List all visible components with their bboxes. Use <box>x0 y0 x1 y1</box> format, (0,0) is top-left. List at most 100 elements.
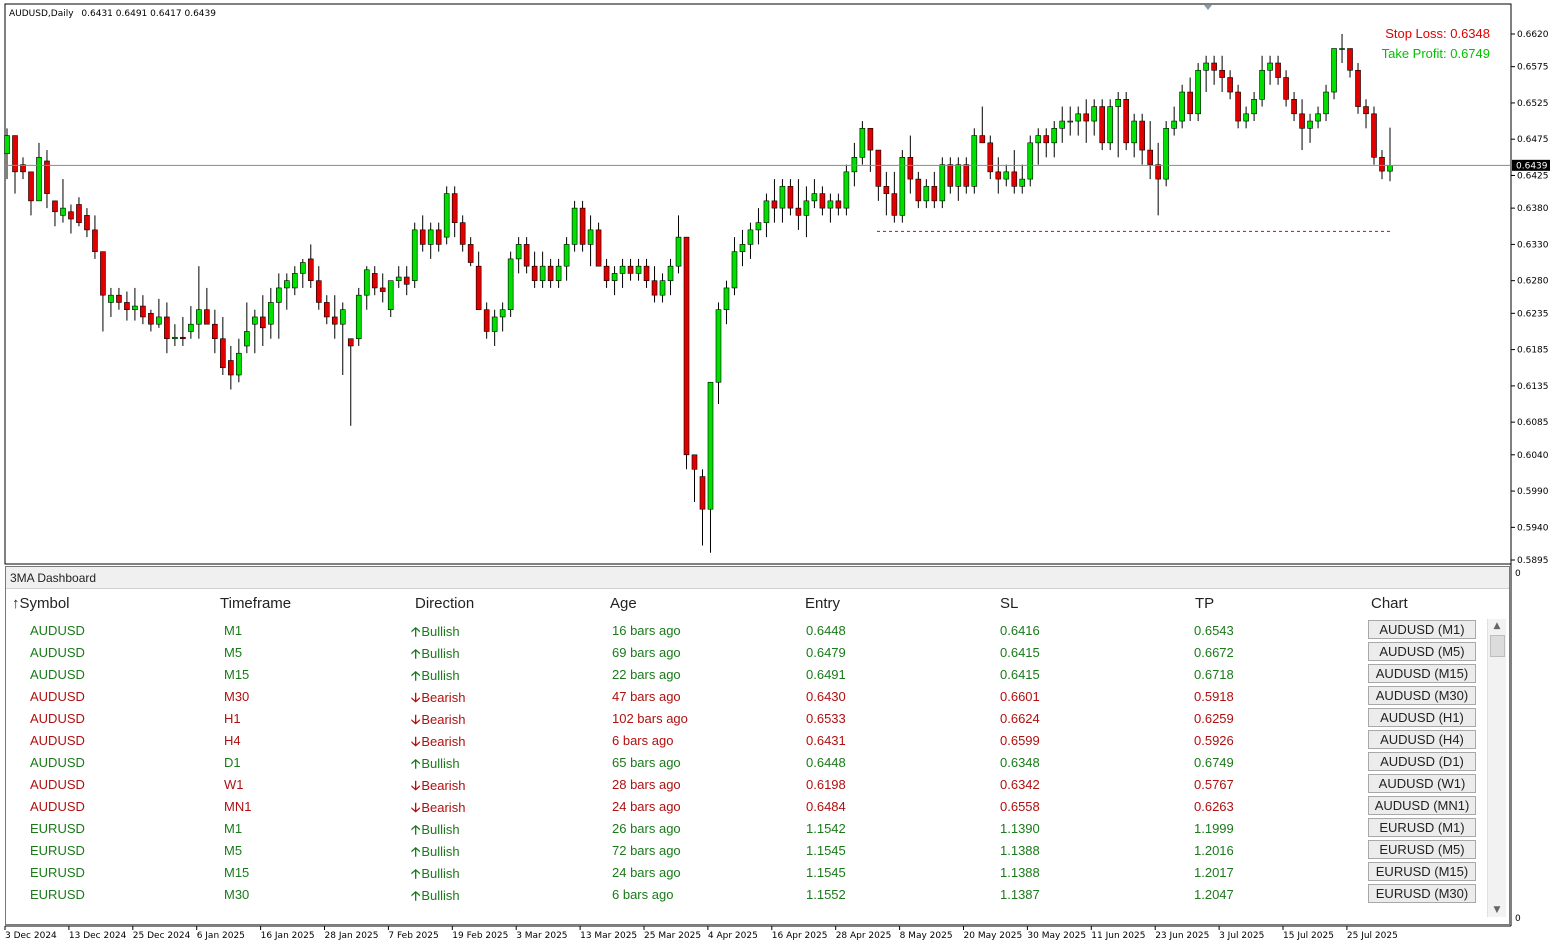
direction-label: Bullish <box>421 844 460 859</box>
symbol-cell: EURUSD <box>30 887 85 902</box>
candle-body <box>579 207 586 245</box>
candle-body <box>611 273 618 281</box>
candle-body <box>667 265 674 281</box>
candle-body <box>1243 113 1249 122</box>
candle-body <box>803 200 810 216</box>
candle-body <box>723 287 730 310</box>
candle-bullish <box>851 142 858 187</box>
time-tick-label: 19 Feb 2025 <box>452 931 508 941</box>
time-tick-label: 20 May 2025 <box>964 931 1023 941</box>
open-chart-button[interactable]: EURUSD (M30) <box>1368 884 1476 903</box>
candle-bullish <box>1171 106 1177 136</box>
candle-body <box>1379 157 1385 172</box>
table-row[interactable]: EURUSD M5 🡡Bullish 72 bars ago 1.1545 1.1388 1… <box>6 839 1486 861</box>
candle-bullish <box>563 237 570 281</box>
symbol-label: AUDUSD,Daily <box>9 9 74 19</box>
candle-body <box>947 164 954 187</box>
scroll-down-icon[interactable]: ▼ <box>1493 905 1501 915</box>
candle-bearish <box>883 171 890 216</box>
entry-cell: 1.1552 <box>806 887 846 902</box>
table-row[interactable]: AUDUSD M1 🡡Bullish 16 bars ago 0.6448 0.6416 0… <box>6 619 1486 641</box>
candle-body <box>811 193 818 202</box>
entry-cell: 1.1542 <box>806 821 846 836</box>
candle-bearish <box>891 171 898 223</box>
header-symbol[interactable]: ↑Symbol <box>12 595 70 612</box>
candle-bullish <box>1067 106 1074 136</box>
header-timeframe[interactable]: Timeframe <box>220 595 292 612</box>
open-chart-button[interactable]: EURUSD (M5) <box>1368 840 1476 859</box>
direction-cell: 🡣Bearish <box>411 777 465 799</box>
table-row[interactable]: AUDUSD D1 🡡Bullish 65 bars ago 0.6448 0.6348 0… <box>6 751 1486 773</box>
tp-cell: 1.2016 <box>1194 843 1234 858</box>
header-direction[interactable]: Direction <box>415 595 475 612</box>
table-row[interactable]: AUDUSD MN1 🡣Bearish 24 bars ago 0.6484 0.6558… <box>6 795 1486 817</box>
entry-cell: 0.6448 <box>806 623 846 638</box>
tp-cell: 0.5918 <box>1194 689 1234 704</box>
candle-body <box>283 280 290 289</box>
candle-bearish <box>204 287 210 325</box>
candle-body <box>755 222 762 231</box>
scroll-up-icon[interactable]: ▲ <box>1493 621 1501 631</box>
candle-bearish <box>683 236 690 470</box>
candle-bullish <box>707 381 714 553</box>
candle-body <box>180 336 186 340</box>
dashboard-scrollbar[interactable]: ▲ ▼ <box>1487 619 1506 917</box>
open-chart-button[interactable]: AUDUSD (M15) <box>1368 664 1476 683</box>
open-chart-button[interactable]: EURUSD (M1) <box>1368 818 1476 837</box>
header-sl[interactable]: SL <box>1000 595 1019 612</box>
candle-body <box>979 135 986 144</box>
candle-bullish <box>1131 113 1137 158</box>
candle-body <box>603 265 610 281</box>
candle-body <box>124 302 130 310</box>
time-tick-label: 15 Jul 2025 <box>1283 931 1334 941</box>
candle-body <box>1003 171 1010 180</box>
ma-dashboard-panel[interactable]: 3MA Dashboard ↑Symbol Timeframe Directio… <box>5 566 1510 925</box>
direction-cell: 🡡Bullish <box>411 667 460 689</box>
open-chart-button[interactable]: AUDUSD (W1) <box>1368 774 1476 793</box>
table-row[interactable]: EURUSD M30 🡡Bullish 6 bars ago 1.1552 1.1387 1… <box>6 883 1486 905</box>
header-chart[interactable]: Chart <box>1371 595 1408 612</box>
table-row[interactable]: AUDUSD M30 🡣Bearish 47 bars ago 0.6430 0.6601… <box>6 685 1486 707</box>
table-row[interactable]: AUDUSD H4 🡣Bearish 6 bars ago 0.6431 0.6599 0.… <box>6 729 1486 751</box>
candle-body <box>1051 128 1058 144</box>
table-row[interactable]: AUDUSD M5 🡡Bullish 69 bars ago 0.6479 0.6415 0… <box>6 641 1486 663</box>
candle-bearish <box>148 309 154 332</box>
header-entry[interactable]: Entry <box>805 595 841 612</box>
symbol-cell: AUDUSD <box>30 711 85 726</box>
candle-body <box>1123 98 1129 144</box>
open-chart-button[interactable]: AUDUSD (M5) <box>1368 642 1476 661</box>
open-chart-button[interactable]: AUDUSD (M30) <box>1368 686 1476 705</box>
open-chart-button[interactable]: AUDUSD (MN1) <box>1368 796 1476 815</box>
tp-cell: 1.1999 <box>1194 821 1234 836</box>
open-chart-button[interactable]: AUDUSD (H1) <box>1368 708 1476 727</box>
header-age[interactable]: Age <box>610 595 637 612</box>
header-tp[interactable]: TP <box>1195 595 1215 612</box>
arrow-up-icon: 🡡 <box>411 866 421 881</box>
time-tick-label: 16 Jan 2025 <box>261 931 315 941</box>
chart-shift-marker[interactable] <box>1204 5 1212 10</box>
table-row[interactable]: EURUSD M1 🡡Bullish 26 bars ago 1.1542 1.1390 1… <box>6 817 1486 839</box>
candle-body <box>875 149 882 187</box>
open-chart-button[interactable]: AUDUSD (D1) <box>1368 752 1476 771</box>
table-row[interactable]: AUDUSD M15 🡡Bullish 22 bars ago 0.6491 0.6415… <box>6 663 1486 685</box>
candle-body <box>515 244 522 260</box>
scroll-thumb[interactable] <box>1490 635 1505 657</box>
time-tick-label: 3 Mar 2025 <box>516 931 567 941</box>
table-row[interactable]: AUDUSD H1 🡣Bearish 102 bars ago 0.6533 0.6624… <box>6 707 1486 729</box>
candle-body <box>220 338 226 369</box>
candle-body <box>76 204 82 223</box>
table-row[interactable]: EURUSD M15 🡡Bullish 24 bars ago 1.1545 1.1388… <box>6 861 1486 883</box>
timeframe-cell: MN1 <box>224 799 252 814</box>
open-chart-button[interactable]: EURUSD (M15) <box>1368 862 1476 881</box>
table-row[interactable]: AUDUSD W1 🡣Bearish 28 bars ago 0.6198 0.6342 0… <box>6 773 1486 795</box>
price-tick-label: 0.6280 <box>1517 277 1549 287</box>
open-chart-button[interactable]: AUDUSD (H4) <box>1368 730 1476 749</box>
symbol-cell: AUDUSD <box>30 645 85 660</box>
candle-bullish <box>1115 92 1121 158</box>
open-chart-button[interactable]: AUDUSD (M1) <box>1368 620 1476 639</box>
candle-bullish <box>1195 63 1201 122</box>
candle-bullish <box>491 309 498 346</box>
candle-bearish <box>771 179 778 223</box>
